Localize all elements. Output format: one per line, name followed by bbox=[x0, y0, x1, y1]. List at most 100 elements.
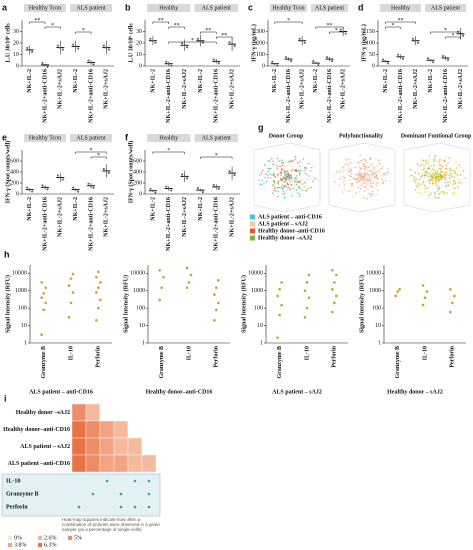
decor-dot bbox=[341, 165, 344, 168]
group-label: Healthy bbox=[159, 135, 178, 141]
combo-dot bbox=[147, 492, 151, 496]
combo-dot bbox=[133, 505, 137, 509]
decor-dot bbox=[292, 177, 295, 180]
decor-dot bbox=[413, 178, 415, 180]
decor-dot bbox=[361, 177, 363, 180]
sig-label: ** bbox=[158, 18, 164, 24]
decor-dot bbox=[294, 169, 296, 172]
decor-dot bbox=[277, 180, 280, 183]
decor-dot bbox=[264, 162, 267, 165]
decor-dot bbox=[449, 171, 451, 174]
sig-bracket bbox=[385, 26, 401, 29]
point bbox=[95, 291, 98, 294]
decor-dot bbox=[359, 178, 361, 180]
sig-label: ** bbox=[34, 18, 40, 24]
decor-dot bbox=[436, 176, 439, 179]
decor-dot bbox=[368, 170, 371, 173]
marker bbox=[344, 32, 347, 35]
decor-dot bbox=[444, 172, 446, 174]
decor-dot bbox=[282, 190, 285, 193]
y-axis-label: Signal Intensity (RFU) bbox=[358, 275, 365, 333]
cube-frame bbox=[403, 142, 471, 213]
heat-cell bbox=[141, 454, 157, 473]
decor-dot bbox=[273, 190, 276, 193]
marker bbox=[181, 173, 184, 176]
marker bbox=[74, 188, 77, 191]
y-axis-label: Signal Intensity (RFU) bbox=[4, 275, 11, 333]
decor-dot bbox=[459, 174, 462, 176]
decor-dot bbox=[277, 182, 280, 184]
decor-dot bbox=[281, 181, 284, 183]
marker bbox=[149, 37, 152, 40]
marker bbox=[26, 46, 29, 49]
x-tick-label: NK+IL-2+sAJ2 bbox=[104, 69, 110, 109]
decor-dot bbox=[379, 163, 382, 166]
decor-dot bbox=[291, 192, 294, 194]
decor-dot bbox=[304, 181, 306, 184]
decor-dot bbox=[306, 174, 308, 176]
point bbox=[40, 281, 43, 284]
heat-cell bbox=[127, 420, 143, 439]
decor-dot bbox=[294, 155, 297, 158]
decor-dot bbox=[364, 190, 366, 192]
decor-dot bbox=[368, 166, 370, 169]
decor-dot bbox=[457, 186, 459, 188]
marker bbox=[46, 65, 49, 68]
decor-dot bbox=[350, 186, 353, 188]
decor-dot bbox=[284, 192, 286, 194]
marker bbox=[151, 189, 154, 192]
protein-label: Granzyme B bbox=[6, 491, 39, 497]
decor-dot bbox=[381, 165, 384, 168]
decor-dot bbox=[363, 170, 366, 173]
decor-dot bbox=[433, 158, 435, 161]
point bbox=[421, 303, 425, 307]
heat-cell bbox=[85, 420, 101, 439]
x-tick-label: NK+IL-2+anti-CD16 bbox=[214, 69, 220, 123]
decor-dot bbox=[432, 173, 434, 176]
marker bbox=[382, 58, 384, 61]
y-tick-label: 0 bbox=[372, 63, 375, 69]
x-tick-label: IL-10 bbox=[304, 346, 310, 360]
decor-dot bbox=[284, 165, 286, 168]
decor-dot bbox=[431, 177, 433, 179]
point bbox=[278, 288, 281, 291]
decor-dot bbox=[273, 189, 275, 192]
sig-label: ** bbox=[221, 33, 227, 39]
heat-cell bbox=[127, 437, 143, 456]
decor-dot bbox=[367, 188, 369, 191]
decor-dot bbox=[294, 176, 296, 178]
point bbox=[305, 281, 309, 284]
heat-cell bbox=[99, 437, 115, 456]
marker bbox=[215, 60, 218, 63]
marker bbox=[149, 187, 152, 190]
sig-label: * bbox=[335, 28, 338, 34]
decor-dot bbox=[273, 179, 276, 182]
decor-dot bbox=[368, 173, 371, 176]
decor-dot bbox=[297, 185, 300, 188]
y-tick-label: 600 bbox=[133, 158, 142, 164]
decor-dot bbox=[339, 169, 342, 172]
point bbox=[40, 333, 43, 336]
sig-bracket bbox=[152, 21, 169, 24]
row-label: Healthy donor–anti-CD16 bbox=[3, 427, 70, 433]
marker bbox=[233, 174, 236, 177]
decor-dot bbox=[304, 185, 306, 188]
point bbox=[449, 310, 452, 314]
decor-dot bbox=[352, 195, 354, 198]
decor-dot bbox=[364, 185, 367, 188]
marker bbox=[414, 39, 417, 42]
decor-dot bbox=[299, 160, 301, 163]
sig-bracket bbox=[29, 21, 46, 24]
point bbox=[67, 284, 71, 287]
decor-dot bbox=[344, 176, 346, 179]
decor-dot bbox=[358, 190, 361, 193]
heat-cell bbox=[71, 454, 87, 473]
decor-dot bbox=[276, 175, 278, 177]
x-tick-label: NK+IL-2+sAJ2 bbox=[300, 69, 306, 109]
marker bbox=[28, 48, 31, 51]
decor-dot bbox=[286, 170, 289, 172]
sig-bracket bbox=[274, 21, 303, 24]
marker bbox=[92, 186, 95, 189]
decor-dot bbox=[276, 157, 279, 160]
point bbox=[453, 294, 456, 298]
